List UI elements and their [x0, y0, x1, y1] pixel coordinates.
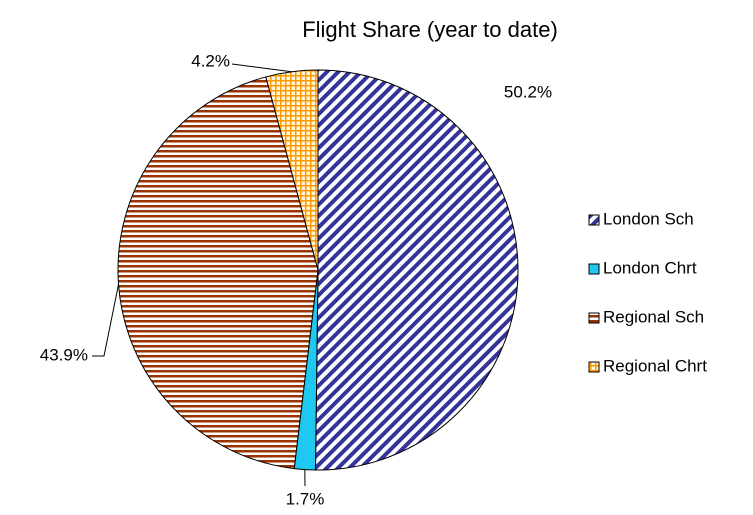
pie-slice [314, 69, 519, 471]
data-label: 50.2% [504, 82, 552, 101]
data-label: 4.2% [191, 51, 230, 70]
leader-line [92, 284, 120, 357]
legend-swatch [588, 263, 600, 275]
legend-label: London Chrt [603, 258, 697, 277]
data-label: 43.9% [40, 345, 88, 364]
chart-title: Flight Share (year to date) [302, 17, 558, 42]
data-label: 1.7% [286, 489, 325, 508]
leader-line [231, 63, 292, 73]
legend-swatch [588, 214, 600, 226]
legend-label: London Sch [603, 209, 694, 228]
pie-slice [117, 76, 319, 470]
legend-label: Regional Chrt [603, 356, 707, 375]
legend-label: Regional Sch [603, 307, 704, 326]
legend-swatch [588, 312, 600, 324]
legend-swatch [588, 361, 600, 373]
pie-slice [265, 69, 319, 271]
